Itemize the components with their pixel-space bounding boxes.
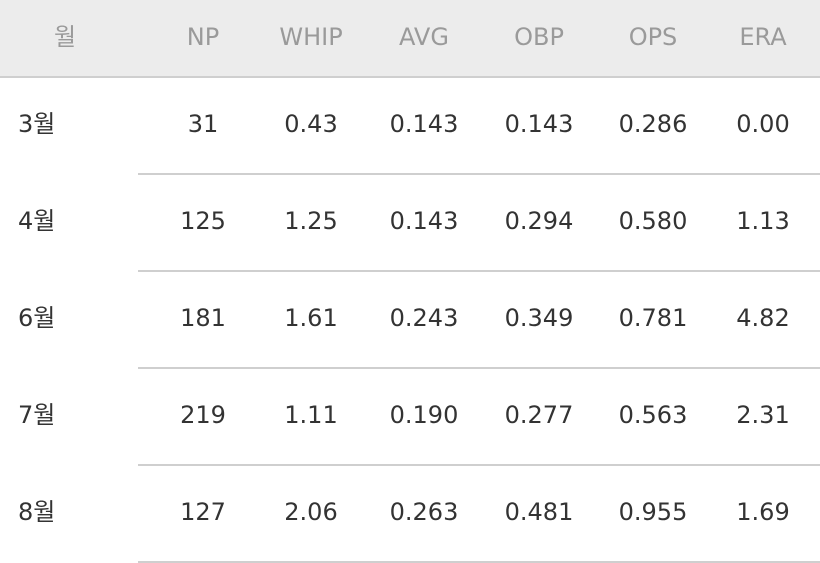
stat-cell: 1.25 (284, 207, 338, 235)
stat-cell: 0.563 (618, 401, 688, 429)
stat-cell: 31 (187, 110, 219, 138)
stat-cell: 0.143 (389, 207, 459, 235)
table-row: 3월 31 0.43 0.143 0.143 0.286 0.00 (0, 78, 820, 175)
month-cell: 7월 (18, 401, 56, 429)
header-cell: NP (186, 23, 220, 51)
stat-cell: 0.955 (618, 498, 688, 526)
stat-cell: 0.143 (504, 110, 574, 138)
stat-cell: 0.349 (504, 304, 574, 332)
stat-cell: 2.31 (736, 401, 790, 429)
stat-cell: 0.781 (618, 304, 688, 332)
stat-cell: 0.43 (284, 110, 338, 138)
stat-cell: 1.13 (736, 207, 790, 235)
row-divider (138, 173, 820, 175)
table-row: 4월 125 1.25 0.143 0.294 0.580 1.13 (0, 175, 820, 272)
stat-cell: 0.243 (389, 304, 459, 332)
stat-cell: 1.61 (284, 304, 338, 332)
stat-cell: 1.11 (284, 401, 338, 429)
header-cell: WHIP (279, 23, 343, 51)
stat-cell: 2.06 (284, 498, 338, 526)
header-cell: OPS (628, 23, 678, 51)
month-cell: 8월 (18, 498, 56, 526)
header-cell: ERA (739, 23, 787, 51)
stat-cell: 0.286 (618, 110, 688, 138)
month-cell: 3월 (18, 110, 56, 138)
header-cell: AVG (399, 23, 449, 51)
stat-cell: 0.00 (736, 110, 790, 138)
row-divider (138, 464, 820, 466)
table-row: 7월 219 1.11 0.190 0.277 0.563 2.31 (0, 369, 820, 466)
table-row: 6월 181 1.61 0.243 0.349 0.781 4.82 (0, 272, 820, 369)
stat-cell: 4.82 (736, 304, 790, 332)
stat-cell: 181 (180, 304, 226, 332)
stat-cell: 0.263 (389, 498, 459, 526)
stat-cell: 0.277 (504, 401, 574, 429)
table-header: 월 NP WHIP AVG OBP OPS ERA (0, 0, 820, 78)
stat-cell: 0.580 (618, 207, 688, 235)
stat-cell: 0.294 (504, 207, 574, 235)
row-divider (138, 270, 820, 272)
stat-cell: 1.69 (736, 498, 790, 526)
stat-cell: 125 (180, 207, 226, 235)
header-cell: OBP (514, 23, 564, 51)
header-cell: 월 (53, 23, 77, 51)
row-divider (138, 367, 820, 369)
stat-cell: 219 (180, 401, 226, 429)
month-cell: 4월 (18, 207, 56, 235)
stat-cell: 0.481 (504, 498, 574, 526)
stat-cell: 0.190 (389, 401, 459, 429)
stat-cell: 0.143 (389, 110, 459, 138)
stat-cell: 127 (180, 498, 226, 526)
month-cell: 6월 (18, 304, 56, 332)
table-row: 8월 127 2.06 0.263 0.481 0.955 1.69 (0, 466, 820, 563)
